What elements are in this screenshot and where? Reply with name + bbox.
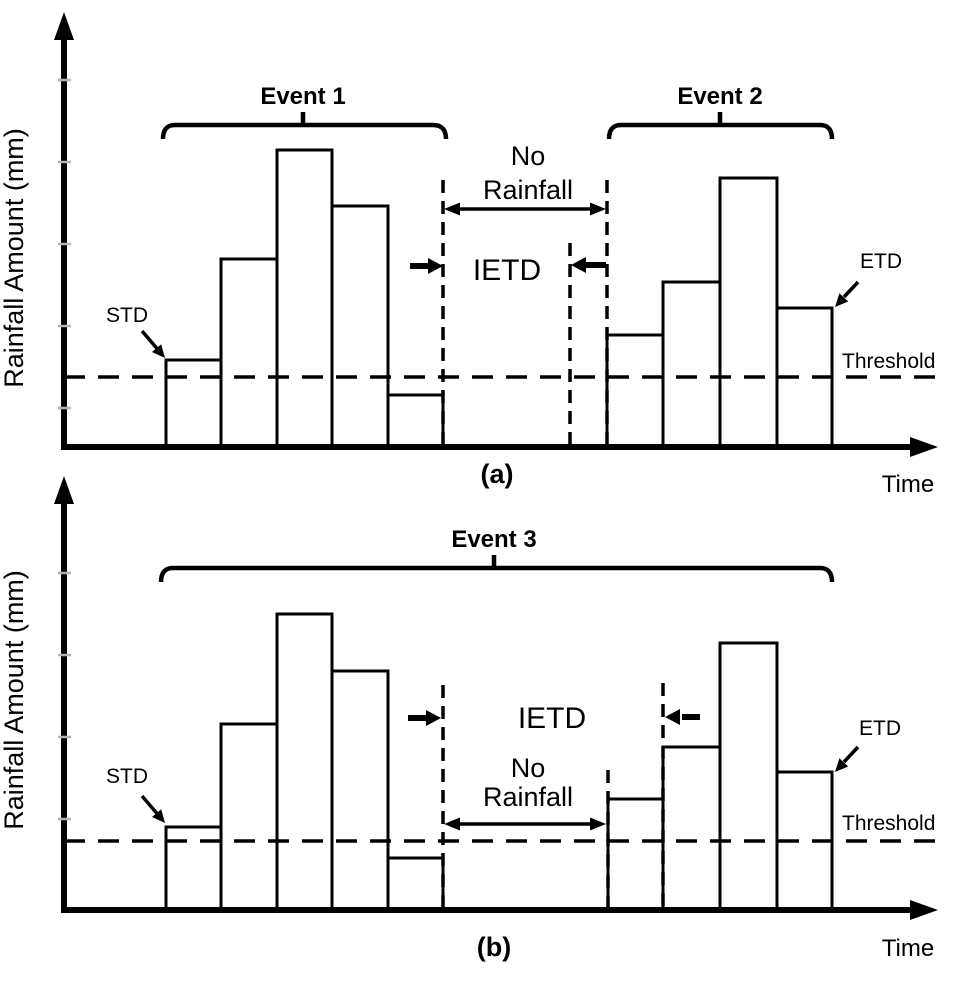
no-rainfall-label-line1-b: No <box>511 753 546 783</box>
rainfall-bar <box>386 393 445 449</box>
y-axis-label: Rainfall Amount (mm) <box>0 128 29 388</box>
y-axis-ticks-b <box>58 571 71 821</box>
etd-arrow-b <box>835 745 860 772</box>
rainfall-bar <box>718 641 779 912</box>
time-label-b: Time <box>882 935 934 962</box>
std-arrow-b <box>140 794 165 823</box>
no-rainfall-extent-arrow-b <box>444 817 606 831</box>
event-1-bracket <box>160 112 449 140</box>
etd-arrow-a <box>835 280 860 307</box>
rainfall-bar <box>219 257 279 449</box>
ietd-pointer-right-b <box>408 710 441 726</box>
rainfall-bar <box>330 669 390 912</box>
event-2-label: Event 2 <box>677 83 762 110</box>
std-label-a: STD <box>106 304 148 327</box>
rainfall-bar <box>386 856 445 912</box>
ietd-label-a: IETD <box>473 254 541 287</box>
std-label-b: STD <box>106 765 148 788</box>
panel-caption-b: (b) <box>477 932 511 962</box>
threshold-label-a: Threshold <box>842 350 935 373</box>
etd-label-a: ETD <box>860 250 902 273</box>
time-label-a: Time <box>882 471 934 498</box>
x-axis-arrowhead-a <box>910 437 938 457</box>
y-axis-arrowhead-b <box>54 476 74 504</box>
rainfall-bar <box>330 204 390 449</box>
ietd-pointer-left-a <box>571 257 606 273</box>
rainfall-bar <box>661 280 722 449</box>
rainfall-bars-a <box>164 148 834 449</box>
no-rainfall-label-line2-a: Rainfall <box>483 175 573 205</box>
no-rainfall-extent-arrow-a <box>444 202 606 216</box>
rainfall-bars-b <box>164 612 834 912</box>
rainfall-bar <box>661 745 722 912</box>
rainfall-bar <box>605 333 665 449</box>
rainfall-bar <box>219 722 279 912</box>
event-2-bracket <box>606 112 835 140</box>
threshold-label-b: Threshold <box>842 812 935 835</box>
y-axis-label: Rainfall Amount (mm) <box>0 570 29 830</box>
etd-label-b: ETD <box>859 717 901 740</box>
panel-caption-a: (a) <box>481 459 514 489</box>
panel-b: Rainfall Amount (mm) Event 3 IETD No Rai… <box>0 476 941 962</box>
event-1-label: Event 1 <box>260 83 345 110</box>
y-axis-ticks-a <box>58 78 71 410</box>
rainfall-bar <box>275 148 334 449</box>
std-arrow-a <box>140 329 165 358</box>
rainfall-bar <box>164 358 223 449</box>
ietd-pointer-right-a <box>410 258 443 274</box>
ietd-label-b: IETD <box>518 702 586 735</box>
ietd-pointer-left-b <box>665 709 700 725</box>
y-axis-arrowhead-a <box>54 12 74 40</box>
rainfall-bar <box>718 176 779 449</box>
panel-a: Rainfall Amount (mm) Event 1 Event 2 No … <box>0 12 941 498</box>
event-3-label: Event 3 <box>451 526 536 553</box>
event-3-bracket <box>158 555 835 583</box>
no-rainfall-label-line2-b: Rainfall <box>483 782 573 812</box>
no-rainfall-label-line1-a: No <box>511 141 546 171</box>
x-axis-arrowhead-b <box>910 900 938 920</box>
rainfall-bar <box>275 612 334 912</box>
rainfall-bar <box>606 797 665 912</box>
